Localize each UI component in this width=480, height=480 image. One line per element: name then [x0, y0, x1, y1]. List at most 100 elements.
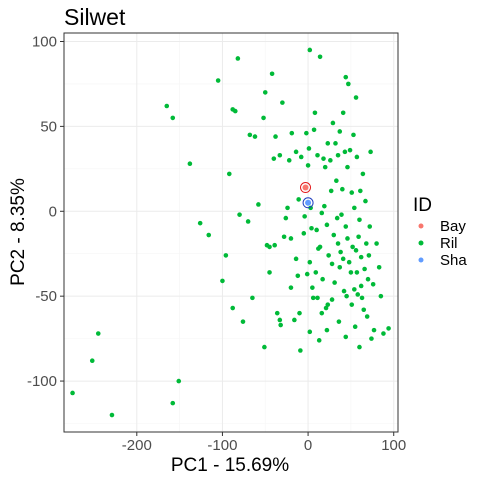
data-point-ril	[331, 232, 337, 238]
data-point-ril	[367, 224, 373, 229]
data-point-ril	[274, 310, 280, 316]
data-point-ril	[335, 152, 341, 158]
major-grid	[64, 33, 398, 432]
y-axis-title: PC2 - 8.35%	[8, 178, 29, 286]
data-point-ril	[339, 212, 344, 217]
data-point-ril	[329, 261, 335, 267]
data-point-ril	[269, 71, 275, 77]
data-point-ril	[286, 158, 292, 163]
data-point-ril	[240, 319, 246, 324]
y-tick-label: -100	[27, 373, 57, 390]
data-point-ril	[354, 154, 360, 160]
data-point-ril	[267, 270, 272, 275]
y-tick-label: 0	[49, 203, 57, 220]
data-point-ril	[340, 110, 346, 116]
y-axis: -100 -50 0 50 100	[27, 33, 64, 390]
data-point-ril	[358, 254, 364, 260]
data-point-ril	[352, 287, 357, 292]
data-point-ril	[307, 329, 313, 335]
legend-key-sha	[418, 257, 424, 263]
data-point-ril	[358, 188, 363, 194]
data-point-ril	[316, 338, 322, 343]
data-point-ril	[359, 295, 365, 301]
data-point-ril	[235, 56, 241, 61]
data-point-ril	[311, 127, 317, 133]
data-point-ril	[226, 171, 232, 177]
data-point-bay	[302, 184, 309, 191]
data-point-ril	[322, 164, 328, 170]
data-point-ril	[281, 234, 287, 240]
data-point-ril	[187, 161, 193, 167]
data-point-ril	[345, 236, 350, 241]
data-point-ril	[247, 132, 253, 138]
data-point-ril	[256, 202, 261, 207]
data-point-ril	[366, 253, 372, 258]
data-point-ril	[334, 215, 340, 221]
data-point-ril	[176, 378, 182, 384]
legend-key-ril	[418, 240, 424, 246]
data-point-ril	[363, 198, 368, 204]
data-point-ril	[297, 310, 302, 316]
data-point-ril	[307, 259, 313, 265]
data-point-ril	[95, 331, 101, 336]
data-point-ril	[357, 217, 362, 223]
data-point-ril	[357, 344, 362, 350]
data-point-ril	[344, 293, 349, 299]
data-point-ril	[298, 348, 303, 353]
data-point-ril	[296, 197, 301, 202]
data-point-ril	[304, 130, 309, 136]
data-point-ril	[343, 224, 349, 229]
data-points	[70, 47, 391, 418]
data-point-ril	[361, 307, 367, 313]
data-point-ril	[280, 100, 285, 105]
data-point-ril	[334, 178, 339, 184]
data-point-ril	[170, 115, 176, 121]
data-point-ril	[283, 215, 289, 221]
data-point-ril	[323, 305, 329, 311]
data-point-ril	[374, 241, 379, 246]
data-point-ril	[310, 285, 315, 290]
data-point-ril	[324, 327, 330, 333]
x-axis-title: PC1 - 15.69%	[171, 455, 289, 476]
data-point-ril	[356, 234, 361, 240]
data-point-ril	[206, 232, 212, 238]
data-point-ril	[292, 317, 297, 323]
data-point-ril	[288, 285, 294, 290]
data-point-ril	[381, 331, 386, 336]
data-point-ril	[320, 276, 325, 282]
data-point-ril	[288, 236, 294, 241]
data-point-ril	[277, 152, 283, 158]
data-point-ril	[364, 314, 370, 319]
data-point-ril	[309, 225, 314, 231]
y-tick-label: 100	[32, 33, 57, 50]
data-point-ril	[346, 259, 352, 265]
x-tick-label: -100	[207, 437, 237, 454]
data-point-ril	[346, 81, 351, 87]
data-point-ril	[302, 214, 307, 219]
data-point-ril	[370, 281, 376, 287]
data-point-ril	[304, 271, 310, 277]
data-point-ril	[349, 190, 355, 195]
data-point-ril	[386, 326, 391, 331]
highlight-ring-sha	[302, 197, 314, 209]
data-point-ril	[328, 188, 334, 194]
data-point-ril	[325, 302, 331, 307]
data-point-ril	[164, 103, 170, 109]
data-point-ril	[315, 295, 320, 301]
data-point-ril	[230, 305, 236, 311]
data-point-ril	[362, 266, 367, 272]
data-point-ril	[352, 205, 357, 211]
data-point-ril	[319, 210, 325, 216]
data-point-ril	[332, 280, 337, 285]
data-point-ril	[313, 270, 319, 275]
data-point-ril	[252, 134, 258, 139]
data-point-ril	[328, 158, 333, 163]
data-point-ril	[273, 134, 278, 139]
data-point-ril	[351, 132, 356, 138]
data-point-ril	[348, 270, 354, 275]
minor-grid	[64, 33, 398, 432]
data-point-ril	[307, 47, 313, 53]
data-point-ril	[333, 141, 338, 146]
data-point-ril	[232, 108, 238, 114]
data-point-ril	[295, 273, 301, 279]
